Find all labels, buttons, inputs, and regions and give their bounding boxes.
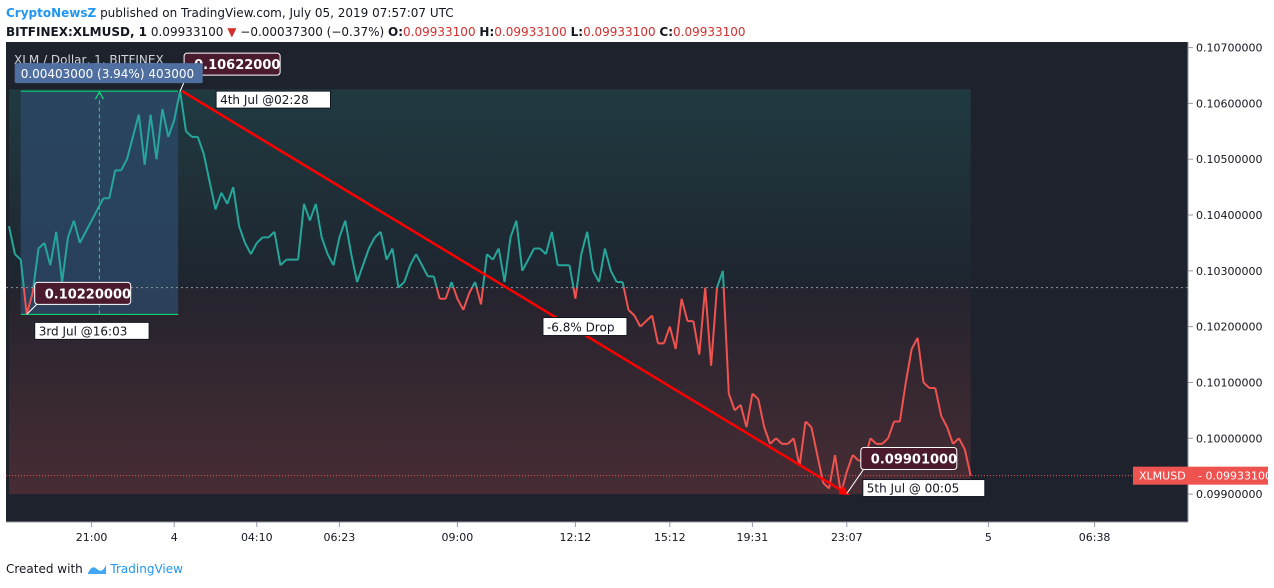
range-arrow-head bbox=[94, 90, 104, 100]
symbol-label: BITFINEX:XLMUSD, 1 bbox=[6, 25, 148, 39]
author-link[interactable]: CryptoNewsZ bbox=[6, 6, 97, 20]
close-label: C: bbox=[659, 25, 674, 39]
chart-header: CryptoNewsZ published on TradingView.com… bbox=[6, 4, 1266, 42]
callout-price: 0.10622000 bbox=[194, 58, 280, 73]
close-value: 0.09933100 bbox=[673, 25, 746, 39]
high-value: 0.09933100 bbox=[494, 25, 567, 39]
price-axis-area[interactable] bbox=[1188, 42, 1268, 550]
callout-time: 4th Jul @02:28 bbox=[220, 93, 309, 107]
range-label: 0.00403000 (3.94%) 403000 bbox=[21, 67, 194, 81]
y-tick-label: 0.10300000 bbox=[1196, 265, 1262, 278]
x-tick-label: 06:23 bbox=[324, 531, 356, 544]
x-tick-label: 06:38 bbox=[1079, 531, 1111, 544]
x-tick-label: 12:12 bbox=[560, 531, 592, 544]
x-tick-label: 04:10 bbox=[241, 531, 273, 544]
callout-time-box bbox=[862, 479, 986, 498]
callout-pointer bbox=[846, 467, 866, 494]
y-tick-label: 0.10200000 bbox=[1196, 321, 1262, 334]
last-price: 0.09933100 bbox=[150, 25, 224, 39]
open-label: O: bbox=[388, 25, 404, 39]
price-line-down[interactable] bbox=[22, 287, 972, 494]
header-line-1: CryptoNewsZ published on TradingView.com… bbox=[6, 4, 1266, 23]
y-tick-label: 0.09900000 bbox=[1196, 488, 1262, 501]
y-tick-label: 0.10400000 bbox=[1196, 209, 1262, 222]
callout-time-box bbox=[34, 321, 150, 340]
callout-price: 0.09901000 bbox=[871, 453, 957, 468]
callout-price-box[interactable] bbox=[860, 447, 958, 471]
down-arrow-icon: ▼ bbox=[227, 25, 237, 39]
last-price-tag-box bbox=[1133, 466, 1268, 485]
time-axis-area[interactable] bbox=[6, 522, 1188, 550]
low-label: L: bbox=[570, 25, 584, 39]
x-tick-label: 19:31 bbox=[737, 531, 769, 544]
below-baseline-fill bbox=[9, 287, 971, 495]
last-price-tag: - 0.09933100 bbox=[1198, 470, 1268, 483]
x-tick-label: 21:00 bbox=[76, 531, 108, 544]
drop-label: -6.8% Drop bbox=[547, 321, 615, 335]
price-line-up[interactable] bbox=[8, 90, 725, 289]
price-chart[interactable]: -6.8% Drop 0.10220000 3rd Jul @16:03 0.106… bbox=[6, 42, 1268, 550]
y-tick-label: 0.10100000 bbox=[1196, 376, 1262, 389]
y-tick-label: 0.10600000 bbox=[1196, 97, 1262, 110]
footer: Created with TradingView bbox=[6, 562, 183, 576]
published-text: published on TradingView.com, July 05, 2… bbox=[100, 6, 454, 20]
tradingview-link[interactable]: TradingView bbox=[110, 562, 183, 576]
callout-price-box[interactable] bbox=[34, 281, 132, 305]
open-value: 0.09933100 bbox=[403, 25, 476, 39]
drop-label-box bbox=[542, 317, 628, 337]
header-line-2: BITFINEX:XLMUSD, 1 0.09933100 ▼ −0.00037… bbox=[6, 23, 1266, 42]
x-tick-label: 5 bbox=[985, 531, 992, 544]
tradingview-logo-icon bbox=[87, 565, 106, 574]
low-value: 0.09933100 bbox=[583, 25, 656, 39]
trend-arrow[interactable] bbox=[181, 90, 850, 496]
x-tick-label: 15:12 bbox=[654, 531, 686, 544]
y-tick-label: 0.10500000 bbox=[1196, 153, 1262, 166]
symbol-tag: XLMUSD bbox=[1139, 470, 1186, 483]
created-with-label: Created with bbox=[6, 562, 83, 576]
callout-time-box bbox=[215, 90, 332, 109]
callout-price: 0.10220000 bbox=[45, 287, 131, 302]
x-tick-label: 09:00 bbox=[442, 531, 474, 544]
high-label: H: bbox=[479, 25, 495, 39]
price-change: −0.00037300 (−0.37%) bbox=[240, 25, 385, 39]
y-tick-label: 0.10700000 bbox=[1196, 42, 1262, 55]
callout-time: 5th Jul @ 00:05 bbox=[867, 482, 959, 496]
x-tick-label: 4 bbox=[171, 531, 178, 544]
range-label-box bbox=[14, 63, 203, 84]
y-tick-label: 0.10000000 bbox=[1196, 432, 1262, 445]
callout-time: 3rd Jul @16:03 bbox=[39, 324, 128, 338]
x-tick-label: 23:07 bbox=[831, 531, 863, 544]
